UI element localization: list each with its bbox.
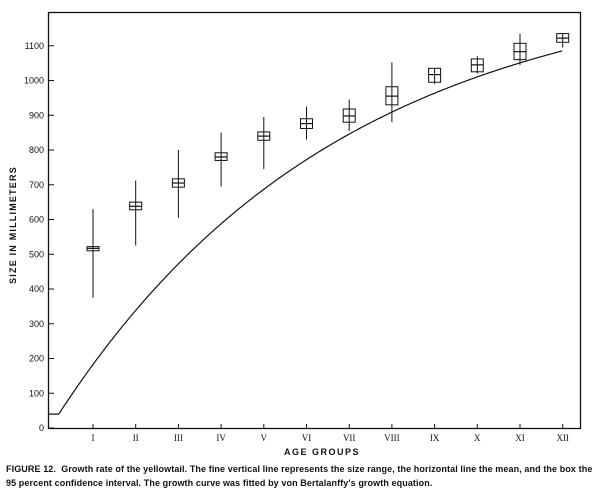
- caption-text: Growth rate of the yellowtail. The fine …: [6, 464, 593, 488]
- y-tick-label: 1100: [25, 41, 44, 51]
- y-tick-label: 400: [29, 284, 44, 294]
- x-tick-label: X: [474, 433, 481, 443]
- y-tick-label: 900: [29, 110, 44, 120]
- y-tick-label: 600: [29, 215, 44, 225]
- y-axis-label: SIZE IN MILLIMETERS: [8, 166, 18, 284]
- x-tick-label: VI: [302, 433, 312, 443]
- x-axis-label: AGE GROUPS: [284, 447, 360, 457]
- x-tick-label: III: [174, 433, 183, 443]
- x-axis: I II III IV V VI VII VIII IX X XI XII: [92, 424, 569, 443]
- confidence-interval-box: [428, 67, 442, 83]
- y-tick-label: 800: [29, 145, 44, 155]
- figure-number: FIGURE 12.: [6, 464, 57, 474]
- x-tick-label: IV: [216, 433, 226, 443]
- x-tick-label: V: [261, 433, 268, 443]
- y-tick-label: 100: [29, 388, 44, 398]
- x-tick-label: VIII: [384, 433, 400, 443]
- y-tick-label: 200: [29, 354, 44, 364]
- x-tick-label: XI: [515, 433, 525, 443]
- y-tick-label: 500: [29, 249, 44, 259]
- figure-caption: FIGURE 12. Growth rate of the yellowtail…: [6, 462, 594, 490]
- x-tick-label: IX: [430, 433, 440, 443]
- x-tick-label: XII: [556, 433, 569, 443]
- y-tick-label: 300: [29, 319, 44, 329]
- x-tick-label: I: [92, 433, 95, 443]
- plot-frame: [47, 11, 582, 430]
- x-tick-label: II: [133, 433, 139, 443]
- von-bertalanffy-growth-curve: [49, 50, 563, 415]
- y-tick-label: 700: [29, 180, 44, 190]
- y-tick-label: 0: [39, 423, 44, 433]
- y-tick-label: 1000: [24, 76, 44, 86]
- x-tick-label: VII: [343, 433, 356, 443]
- size-range-marks: [86, 33, 570, 298]
- y-axis: 0 100 200 300 400 500 600 700 800 900 1000 1100: [24, 41, 54, 433]
